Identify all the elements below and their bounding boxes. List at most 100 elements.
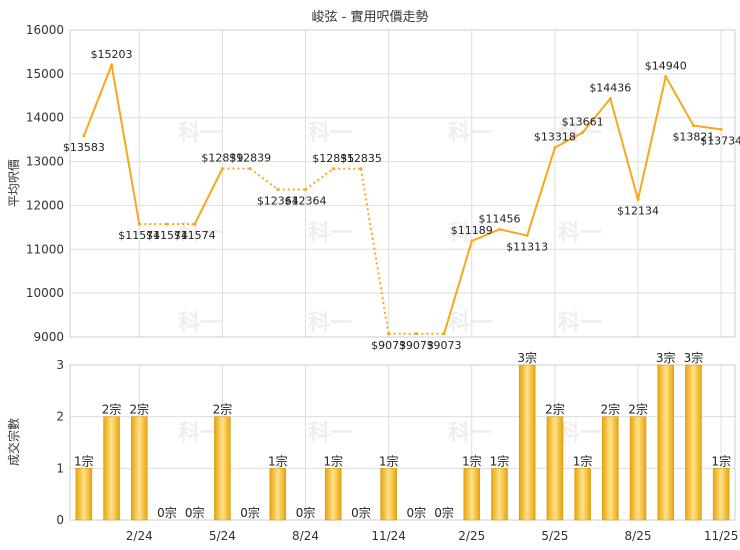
price-data-label: $12134 (617, 205, 659, 218)
x-tick-label: 11/25 (704, 529, 739, 543)
volume-bar-label: 2宗 (129, 402, 149, 417)
x-tick-label: 5/24 (209, 529, 236, 543)
volume-bar-label: 0宗 (434, 505, 454, 520)
price-data-label: $12835 (340, 152, 382, 165)
volume-bar-label: 1宗 (490, 453, 510, 468)
chart-title: 峻弦 - 實用呎價走勢 (311, 10, 429, 25)
price-data-label: $12364 (285, 194, 327, 207)
price-line-series (82, 63, 723, 336)
volume-bar-label: 0宗 (240, 505, 260, 520)
price-data-label: $13821 (672, 131, 714, 144)
volume-bar-label: 1宗 (323, 453, 343, 468)
price-line-segment (82, 64, 113, 137)
price-y-tick-label: 12000 (26, 198, 64, 212)
price-data-label: $11313 (506, 241, 548, 254)
volume-bar (712, 468, 730, 521)
price-data-label: $15203 (91, 48, 133, 61)
price-y-tick-label: 14000 (26, 111, 64, 125)
price-y-tick-label: 11000 (26, 242, 64, 256)
volume-bar-label: 1宗 (268, 453, 288, 468)
volume-bar-label: 2宗 (102, 402, 122, 417)
price-point (387, 332, 391, 336)
axes: 9000 10000 11000 12000 13000 14000 15000 16000 0… (26, 23, 739, 543)
volume-bar-label: 1宗 (573, 453, 593, 468)
price-point (664, 74, 668, 78)
price-data-label: $9073 (371, 339, 406, 352)
price-point (691, 124, 695, 128)
volume-bar (574, 468, 591, 521)
price-data-label: $12839 (229, 152, 271, 165)
volume-bar-label: 1宗 (74, 453, 94, 468)
x-tick-label: 8/24 (292, 529, 319, 543)
volume-bar-label: 0宗 (407, 505, 427, 520)
price-data-label: $13583 (63, 141, 105, 154)
price-line-segment (609, 98, 639, 200)
price-point (82, 134, 86, 138)
price-line-segment (443, 240, 473, 335)
x-tick-label: 5/25 (541, 529, 568, 543)
price-point (137, 222, 141, 226)
price-data-label: $9073 (427, 339, 462, 352)
volume-bar (657, 364, 674, 521)
volume-y-tick-label: 2 (56, 410, 64, 424)
volume-bar-label: 2宗 (628, 402, 648, 417)
volume-bar-label: 0宗 (296, 505, 316, 520)
watermark-text: 科一 (308, 311, 352, 336)
price-data-label: $11574 (174, 229, 216, 242)
price-y-tick-label: 15000 (26, 67, 64, 81)
volume-bar (546, 416, 564, 521)
watermark-text: 科一 (178, 221, 222, 246)
price-point (248, 167, 252, 171)
volume-bar-label: 2宗 (545, 402, 565, 417)
price-line-segment (499, 228, 528, 237)
price-point (636, 198, 640, 202)
x-tick-label: 2/24 (126, 529, 153, 543)
price-data-label: $13661 (562, 116, 604, 129)
price-plot-frame (69, 29, 736, 338)
x-tick-label: 11/24 (371, 529, 406, 543)
price-line-segment (581, 97, 612, 134)
watermark-text: 科一 (448, 311, 492, 336)
volume-bar-label: 0宗 (185, 505, 205, 520)
price-data-label: $9073 (399, 339, 434, 352)
volume-bar (380, 468, 397, 521)
price-data-label: $11574 (118, 229, 160, 242)
price-point (497, 227, 501, 231)
price-line-segment (637, 76, 667, 200)
price-point (442, 332, 446, 336)
volume-bar (629, 416, 647, 521)
volume-bar (463, 468, 481, 521)
price-y-tick-label: 10000 (26, 286, 64, 300)
price-data-label: $13318 (534, 131, 576, 144)
watermark-text: 科一 (558, 311, 602, 336)
price-point (581, 131, 585, 135)
price-line-segment (554, 131, 584, 149)
price-point (220, 167, 224, 171)
price-point (276, 187, 280, 191)
price-y-tick-label: 13000 (26, 155, 64, 169)
x-tick-label: 2/25 (458, 529, 485, 543)
price-point (165, 222, 169, 226)
watermark-text: 科一 (448, 221, 492, 246)
volume-y-tick-label: 1 (56, 461, 64, 475)
volume-bar (103, 416, 120, 521)
volume-bar (75, 468, 93, 521)
volume-bar-label: 1宗 (462, 453, 482, 468)
volume-bar (491, 468, 508, 521)
price-point (110, 63, 114, 67)
price-point (193, 222, 197, 226)
volume-bar-label: 2宗 (600, 402, 620, 417)
volume-bar-label: 3宗 (517, 350, 537, 365)
price-line-segment (526, 147, 556, 236)
price-point (719, 127, 723, 131)
volume-bar (214, 416, 231, 521)
volume-y-tick-label: 3 (56, 358, 64, 372)
price-line-segment (359, 168, 390, 334)
price-data-label: $12364 (257, 194, 299, 207)
price-point (525, 234, 529, 238)
price-point (608, 97, 612, 101)
volume-bar (269, 468, 287, 521)
volume-y-axis-label: 成交宗數 (6, 418, 21, 466)
